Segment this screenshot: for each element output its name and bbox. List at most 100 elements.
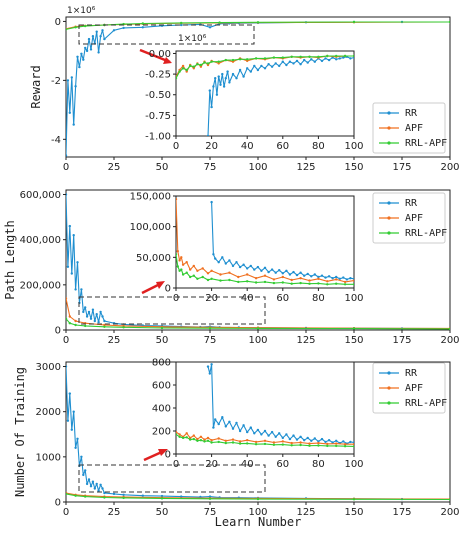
data-point-rr xyxy=(285,433,288,436)
data-point-rrl-apf xyxy=(448,327,450,330)
data-point-rr xyxy=(295,59,299,63)
data-point-apf xyxy=(308,279,311,282)
zoom-arrow-head xyxy=(163,57,172,64)
data-point-apf xyxy=(308,442,311,445)
data-point-rrl-apf xyxy=(326,444,329,448)
data-point-rr xyxy=(242,424,245,427)
series-line-apf xyxy=(176,199,354,283)
x-tick-label: 25 xyxy=(108,335,121,346)
data-point-rrl-apf xyxy=(199,439,203,442)
data-point-rrl-apf xyxy=(185,436,188,439)
data-point-rrl-apf xyxy=(299,281,302,285)
y-tick-label: 800 xyxy=(152,358,171,369)
data-point-rrl-apf xyxy=(281,443,284,446)
data-point-apf xyxy=(263,274,267,277)
x-tick-label: 100 xyxy=(248,162,267,173)
legend-marker-rr xyxy=(387,201,391,205)
data-point-rr xyxy=(253,432,256,435)
data-point-rrl-apf xyxy=(352,283,354,286)
data-point-rr xyxy=(242,75,245,78)
data-point-rrl-apf xyxy=(181,273,185,276)
x-tick-label: 200 xyxy=(440,507,459,518)
data-point-rr xyxy=(299,62,302,66)
data-point-rr xyxy=(270,268,274,271)
data-point-rr xyxy=(89,485,93,488)
data-point-rr xyxy=(74,446,77,449)
y-tick-label: 50,000 xyxy=(136,253,171,264)
data-point-rr xyxy=(260,269,263,272)
legend-box xyxy=(372,362,446,414)
data-point-rr xyxy=(320,274,324,277)
data-point-rr xyxy=(249,426,252,429)
x-tick-label: 0 xyxy=(173,459,179,470)
data-point-rr xyxy=(292,434,295,437)
data-point-rr xyxy=(87,478,91,481)
data-point-apf xyxy=(352,279,354,282)
data-point-apf xyxy=(352,443,354,446)
x-tick-label: 60 xyxy=(276,459,289,470)
data-point-rr xyxy=(285,63,288,67)
legend-label-apf: APF xyxy=(405,123,423,134)
data-point-rr xyxy=(141,26,144,29)
x-tick-label: 100 xyxy=(248,335,267,346)
data-point-rr xyxy=(267,270,270,274)
x-tick-label: 100 xyxy=(344,459,363,470)
data-point-rr xyxy=(281,60,284,63)
x-tick-label: 80 xyxy=(312,293,325,304)
data-point-rr xyxy=(101,487,104,490)
data-point-rr xyxy=(89,317,93,320)
data-point-rrl-apf xyxy=(281,56,284,59)
data-point-rr xyxy=(219,83,222,87)
data-point-rr xyxy=(95,313,98,316)
y-axis-label: Reward xyxy=(29,65,43,108)
data-point-rr xyxy=(281,272,284,275)
data-point-rr xyxy=(235,421,238,425)
data-point-rr xyxy=(84,46,87,50)
data-point-rrl-apf xyxy=(178,269,181,272)
data-point-rrl-apf xyxy=(317,444,320,447)
data-point-rr xyxy=(242,263,245,266)
x-ticks: 0 25 50 75 100 125 150 175 200 xyxy=(63,157,460,173)
data-point-rrl-apf xyxy=(176,265,179,268)
data-point-rr xyxy=(212,85,215,88)
x-tick-label: 100 xyxy=(248,507,267,518)
legend-label-rrl-apf: RRL-APF xyxy=(405,228,447,239)
data-point-rr xyxy=(231,264,235,268)
data-point-apf xyxy=(326,442,329,446)
data-point-rrl-apf xyxy=(272,56,276,59)
x-tick-label: 150 xyxy=(344,162,363,173)
data-point-rr xyxy=(292,270,295,274)
data-point-apf xyxy=(228,271,231,274)
data-point-rrl-apf xyxy=(206,278,210,282)
data-point-apf xyxy=(176,430,178,434)
panel-reward: 1×10⁶ Reward 0 25 50 75 100 125 150 175 200 0-2-… xyxy=(29,6,460,173)
data-point-apf xyxy=(290,441,293,445)
data-point-rrl-apf xyxy=(246,58,249,61)
y-tick-label: 0 xyxy=(165,284,171,295)
data-point-rr xyxy=(324,276,327,279)
x-tick-label: 50 xyxy=(156,162,169,173)
data-point-rr xyxy=(331,441,334,444)
data-point-rrl-apf xyxy=(74,494,77,497)
data-point-rr xyxy=(103,37,106,41)
zoom-region-box xyxy=(78,24,255,45)
data-point-rr xyxy=(66,193,68,196)
data-point-rr xyxy=(310,58,313,61)
data-point-rrl-apf xyxy=(281,281,284,284)
data-point-rr xyxy=(253,64,256,68)
x-tick-label: 100 xyxy=(344,141,363,152)
x-tick-label: 50 xyxy=(156,507,169,518)
data-point-apf xyxy=(189,268,192,271)
data-point-rr xyxy=(208,372,211,375)
data-point-rr xyxy=(260,433,263,436)
data-point-rrl-apf xyxy=(263,57,267,60)
data-point-rrl-apf xyxy=(263,442,267,446)
data-point-rr xyxy=(263,266,267,269)
data-point-rr xyxy=(352,277,354,280)
data-point-rr xyxy=(74,288,77,291)
data-point-rrl-apf xyxy=(335,282,338,285)
data-point-apf xyxy=(178,259,181,262)
data-point-rr xyxy=(222,85,226,88)
data-point-rr xyxy=(97,489,100,492)
data-point-rr xyxy=(317,440,320,443)
